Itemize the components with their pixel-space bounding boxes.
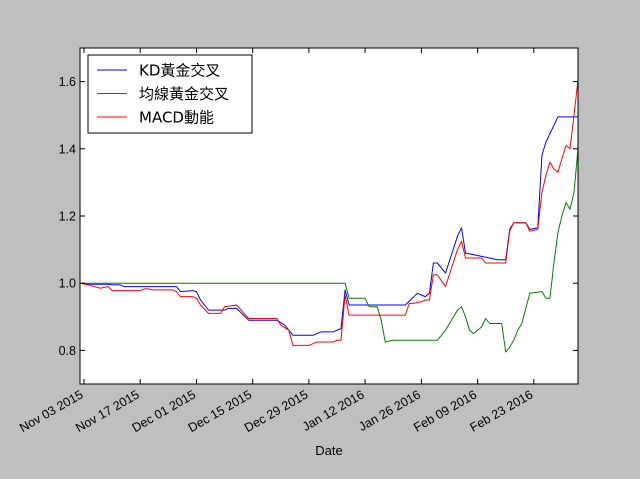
- x-tick-label-4: Dec 29 2015: [242, 387, 310, 435]
- x-tick-label-7: Feb 09 2016: [411, 387, 479, 434]
- plot-frame: [79, 47, 579, 385]
- legend-label-2: MACD動能: [139, 109, 214, 127]
- y-tick-label-0: 0.8: [59, 344, 76, 358]
- x-axis-label: Date: [315, 443, 342, 458]
- y-tick-label-3: 1.4: [59, 142, 76, 156]
- series-line-2: [79, 79, 579, 346]
- y-tick-labels: 0.8 1.0 1.2 1.4 1.6: [59, 75, 76, 358]
- x-tick-label-8: Feb 23 2016: [468, 387, 536, 434]
- y-tick-label-4: 1.6: [59, 75, 76, 89]
- y-tick-label-1: 1.0: [59, 277, 76, 291]
- legend-label-1: 均線黃金交叉: [139, 85, 229, 103]
- axis-ticks: [80, 48, 578, 384]
- series-line-1: [80, 130, 579, 353]
- legend-label-0: KD黃金交叉: [139, 62, 220, 80]
- x-tick-label-5: Jan 12 2016: [300, 387, 367, 434]
- y-tick-label-2: 1.2: [59, 210, 76, 224]
- series-lines: [79, 79, 579, 353]
